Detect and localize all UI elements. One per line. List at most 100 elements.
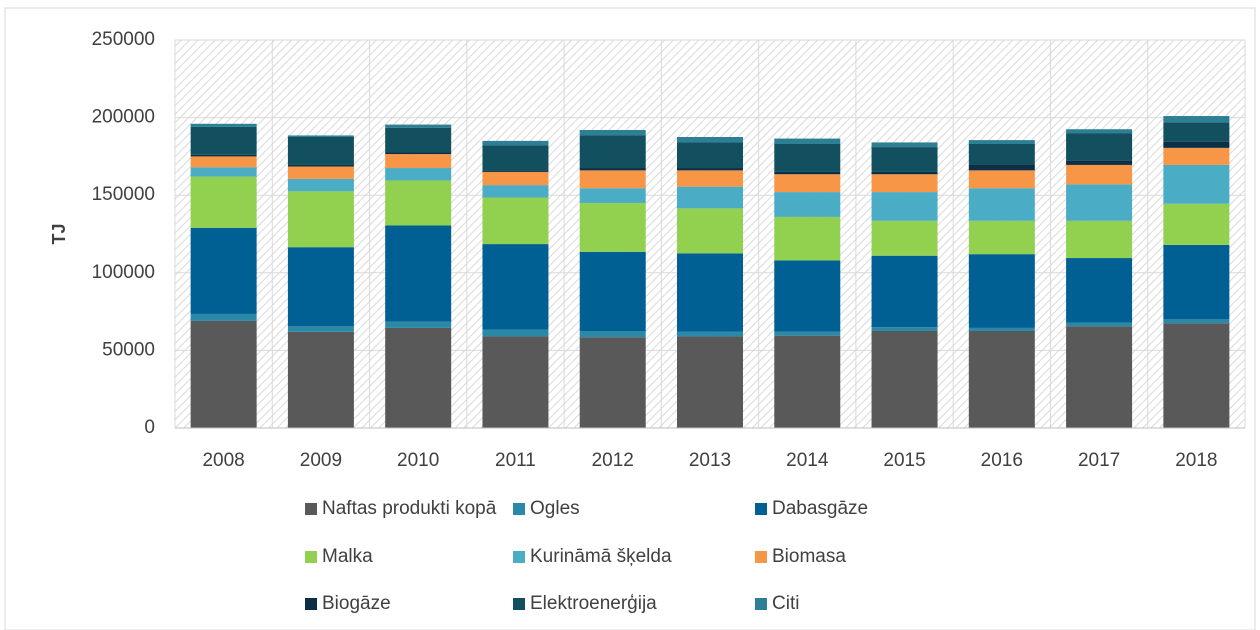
bar-segment <box>1163 164 1230 204</box>
legend-swatch <box>755 503 767 515</box>
legend-swatch <box>513 551 525 563</box>
bar-segment <box>579 331 646 338</box>
bar-segment <box>1163 319 1230 324</box>
legend-swatch <box>755 551 767 563</box>
bar-segment <box>190 320 257 428</box>
legend-label: Naftas produkti kopā <box>322 498 497 519</box>
bar-segment <box>287 166 354 179</box>
bar-segment <box>287 135 354 137</box>
bar-segment <box>385 152 452 155</box>
x-tick-label: 2011 <box>495 450 536 471</box>
bar-segment <box>968 164 1035 171</box>
bar-segment <box>1066 133 1133 161</box>
bar-segment <box>677 137 743 143</box>
bar-segment <box>287 191 354 248</box>
bar-segment <box>385 321 452 328</box>
y-tick-label: 0 <box>144 417 155 438</box>
bar-segment <box>1163 122 1230 142</box>
bar-segment <box>677 142 743 169</box>
bar-segment <box>1163 141 1230 148</box>
bar-segment <box>385 180 452 226</box>
legend-swatch <box>305 503 317 515</box>
legend-label: Ogles <box>530 498 580 519</box>
x-tick-label: 2013 <box>689 450 731 471</box>
x-tick-label: 2016 <box>981 450 1023 471</box>
legend-label: Biomasa <box>772 546 846 567</box>
chart-border <box>4 7 1256 630</box>
y-tick-label: 250000 <box>92 29 155 50</box>
bar-segment <box>871 327 938 331</box>
bar-segment <box>1163 147 1230 165</box>
x-tick-label: 2015 <box>883 450 925 471</box>
bar-segment <box>190 123 257 127</box>
bar-segment <box>774 143 841 172</box>
bar-segment <box>677 168 743 171</box>
bar-segment <box>385 327 452 428</box>
bar-segment <box>482 244 549 330</box>
bar-segment <box>190 154 257 157</box>
bar-segment <box>190 313 257 321</box>
bar-segment <box>774 335 841 428</box>
bar-segment <box>579 337 646 428</box>
bar-segment <box>677 336 743 428</box>
bar-segment <box>190 126 257 155</box>
bar-segment <box>871 147 938 172</box>
bar-segment <box>482 336 549 428</box>
bar-segment <box>190 176 257 228</box>
bar-segment <box>968 188 1035 221</box>
bar-segment <box>968 254 1035 328</box>
y-axis-label: TJ <box>49 223 69 244</box>
bar-segment <box>968 140 1035 144</box>
bar-segment <box>1066 129 1133 134</box>
bar-segment <box>871 192 938 221</box>
legend-label: Kurināmā šķelda <box>530 546 672 567</box>
bar-segment <box>287 178 354 192</box>
bar-segment <box>385 225 452 322</box>
bar-segment <box>968 170 1035 189</box>
bar-segment <box>774 216 841 261</box>
bar-segment <box>287 164 354 167</box>
bar-segment <box>190 167 257 177</box>
x-tick-label: 2017 <box>1078 450 1120 471</box>
bar-segment <box>677 186 743 209</box>
legend-swatch <box>305 551 317 563</box>
bar-segment <box>579 202 646 252</box>
x-tick-label: 2012 <box>592 450 634 471</box>
legend-swatch <box>513 503 525 515</box>
legend-label: Biogāze <box>322 593 391 614</box>
x-tick-label: 2014 <box>786 450 829 471</box>
bar-segment <box>482 170 549 172</box>
y-tick-label: 50000 <box>102 339 155 360</box>
bar-segment <box>1066 164 1133 185</box>
bar-segment <box>968 143 1035 165</box>
y-tick-label: 200000 <box>92 107 155 128</box>
bar-segment <box>385 154 452 169</box>
bar-segment <box>774 192 841 217</box>
bar-segment <box>871 331 938 428</box>
bar-segment <box>968 220 1035 255</box>
legend-swatch <box>305 598 317 610</box>
bar-segment <box>774 331 841 336</box>
bar-segment <box>968 331 1035 428</box>
bar-segment <box>482 329 549 337</box>
bar-segment <box>579 130 646 136</box>
legend-label: Malka <box>322 546 373 567</box>
y-tick-label: 150000 <box>92 184 155 205</box>
legend-swatch <box>513 598 525 610</box>
bar-segment <box>774 174 841 193</box>
bar-segment <box>871 220 938 256</box>
bar-segment <box>1163 116 1230 123</box>
bar-segment <box>482 185 549 198</box>
bar-segment <box>287 137 354 165</box>
bar-segment <box>774 260 841 332</box>
x-tick-label: 2009 <box>300 450 342 471</box>
bar-segment <box>385 127 452 153</box>
x-tick-label: 2018 <box>1175 450 1217 471</box>
bar-segment <box>1066 184 1133 221</box>
bar-segment <box>1066 322 1133 327</box>
bar-segment <box>1066 160 1133 165</box>
y-tick-label: 100000 <box>92 262 155 283</box>
bar-segment <box>677 170 743 187</box>
bar-segment <box>677 208 743 254</box>
